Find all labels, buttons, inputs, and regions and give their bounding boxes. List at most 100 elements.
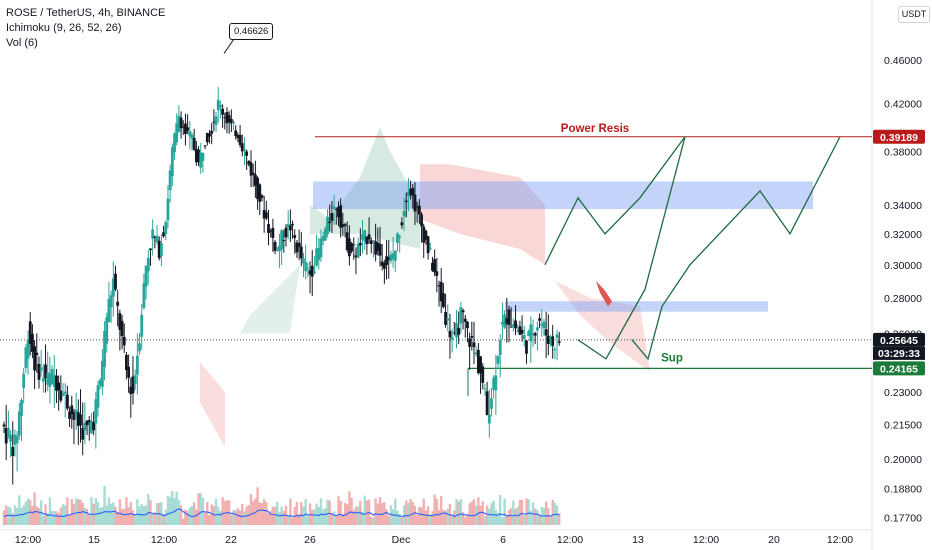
candle-body[interactable]: [15, 435, 19, 444]
upper-supply-zone[interactable]: [313, 181, 813, 210]
candle-body[interactable]: [444, 312, 447, 325]
candle-body[interactable]: [133, 375, 137, 385]
candle-body[interactable]: [149, 248, 152, 251]
candle-body[interactable]: [201, 152, 205, 161]
candle-body[interactable]: [487, 414, 491, 424]
candle-body[interactable]: [166, 198, 170, 221]
candle-body[interactable]: [90, 421, 93, 434]
candle-body[interactable]: [138, 343, 141, 352]
candle-body[interactable]: [509, 326, 513, 328]
candle-body[interactable]: [223, 117, 227, 119]
candle-body[interactable]: [267, 224, 270, 233]
candle-body[interactable]: [494, 375, 498, 391]
candle-body[interactable]: [65, 394, 69, 409]
candle-body[interactable]: [372, 240, 375, 242]
candle-body[interactable]: [555, 334, 559, 338]
candle-body[interactable]: [216, 99, 220, 111]
candle-body[interactable]: [94, 399, 98, 424]
candle-body[interactable]: [284, 227, 288, 238]
candle-body[interactable]: [111, 278, 115, 297]
candle-body[interactable]: [304, 262, 308, 272]
candle-body[interactable]: [11, 446, 15, 456]
time-axis[interactable]: 12:00 15 12:00 22 26 Dec 6 12:00 13 12:00 20 12:00: [15, 534, 853, 546]
candle-body[interactable]: [57, 382, 61, 391]
candle-body[interactable]: [511, 324, 515, 328]
candle-body[interactable]: [245, 151, 249, 156]
candle-body[interactable]: [411, 188, 415, 196]
candle-body[interactable]: [275, 247, 279, 249]
candle-body[interactable]: [37, 363, 41, 380]
candle-body[interactable]: [225, 112, 229, 124]
candle-body[interactable]: [529, 324, 533, 342]
candle-body[interactable]: [6, 427, 10, 437]
candle-body[interactable]: [190, 134, 194, 139]
candle-body[interactable]: [31, 333, 34, 352]
candle-body[interactable]: [83, 422, 87, 431]
candle-body[interactable]: [247, 161, 251, 165]
candle-body[interactable]: [28, 321, 32, 345]
ichimoku-indicator-label[interactable]: Ichimoku (9, 26, 52, 26): [6, 22, 122, 34]
candle-body[interactable]: [463, 318, 467, 322]
candle-body[interactable]: [350, 243, 353, 252]
candle-body[interactable]: [153, 236, 157, 238]
candle-body[interactable]: [496, 356, 500, 364]
candle-body[interactable]: [354, 255, 358, 258]
candle-body[interactable]: [2, 424, 6, 427]
candle-body[interactable]: [175, 122, 179, 143]
currency-selector[interactable]: USDT: [898, 6, 930, 23]
candle-body[interactable]: [361, 234, 364, 240]
candle-body[interactable]: [61, 393, 65, 397]
price-axis[interactable]: 0.46000 0.42000 0.38000 0.34000 0.32000 0.300…: [884, 55, 922, 525]
candle-body[interactable]: [120, 320, 124, 337]
candle-body[interactable]: [146, 257, 150, 272]
candle-body[interactable]: [273, 242, 277, 251]
candle-body[interactable]: [299, 246, 303, 259]
candle-body[interactable]: [382, 263, 386, 269]
candle-body[interactable]: [422, 226, 426, 243]
candle-body[interactable]: [127, 366, 131, 378]
candle-body[interactable]: [74, 409, 78, 418]
candle-body[interactable]: [155, 235, 159, 242]
candle-body[interactable]: [68, 411, 71, 419]
candle-body[interactable]: [446, 318, 450, 321]
candle-body[interactable]: [157, 240, 161, 259]
candle-body[interactable]: [483, 388, 487, 390]
candle-body[interactable]: [527, 331, 531, 336]
candle-body[interactable]: [468, 338, 472, 347]
candle-body[interactable]: [315, 248, 319, 266]
candle-body[interactable]: [293, 235, 297, 238]
candle-body[interactable]: [24, 347, 28, 368]
candle-body[interactable]: [538, 318, 541, 321]
candle-body[interactable]: [492, 377, 496, 390]
candle-body[interactable]: [330, 213, 334, 221]
candle-body[interactable]: [424, 230, 428, 240]
candle-body[interactable]: [481, 366, 485, 383]
candle-body[interactable]: [295, 242, 299, 253]
candle-body[interactable]: [376, 242, 380, 251]
candle-body[interactable]: [347, 238, 351, 257]
candle-body[interactable]: [249, 162, 253, 176]
candle-body[interactable]: [420, 214, 423, 227]
candle-body[interactable]: [415, 206, 419, 208]
candle-body[interactable]: [457, 327, 461, 335]
volume-indicator-label[interactable]: Vol (6): [6, 37, 38, 49]
candle-body[interactable]: [516, 330, 520, 332]
candle-body[interactable]: [179, 117, 183, 129]
projection-path-c[interactable]: [631, 136, 841, 361]
candle-body[interactable]: [507, 309, 511, 326]
candle-body[interactable]: [385, 256, 388, 265]
candle-body[interactable]: [326, 216, 329, 235]
candle-body[interactable]: [490, 398, 493, 409]
candle-body[interactable]: [470, 336, 474, 338]
minor-resistance-zone[interactable]: [505, 301, 768, 312]
candle-body[interactable]: [79, 414, 82, 426]
candle-body[interactable]: [103, 331, 106, 368]
candle-body[interactable]: [498, 340, 502, 356]
candle-body[interactable]: [227, 115, 231, 123]
candle-body[interactable]: [271, 227, 275, 238]
candle-body[interactable]: [85, 421, 89, 426]
candle-body[interactable]: [417, 205, 421, 215]
candle-body[interactable]: [197, 149, 200, 163]
candle-body[interactable]: [472, 342, 476, 348]
candle-body[interactable]: [542, 321, 546, 329]
